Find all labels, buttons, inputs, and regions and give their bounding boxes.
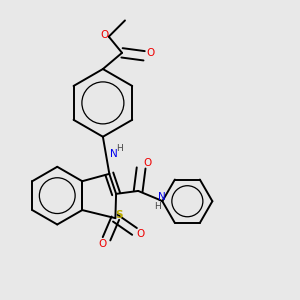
Text: H: H <box>154 202 161 211</box>
Text: O: O <box>146 48 155 59</box>
Text: O: O <box>99 239 107 249</box>
Text: S: S <box>115 210 123 220</box>
Text: O: O <box>100 30 109 40</box>
Text: O: O <box>143 158 152 168</box>
Text: H: H <box>117 144 123 153</box>
Text: N: N <box>110 149 117 159</box>
Text: O: O <box>137 230 145 239</box>
Text: N: N <box>158 192 166 202</box>
